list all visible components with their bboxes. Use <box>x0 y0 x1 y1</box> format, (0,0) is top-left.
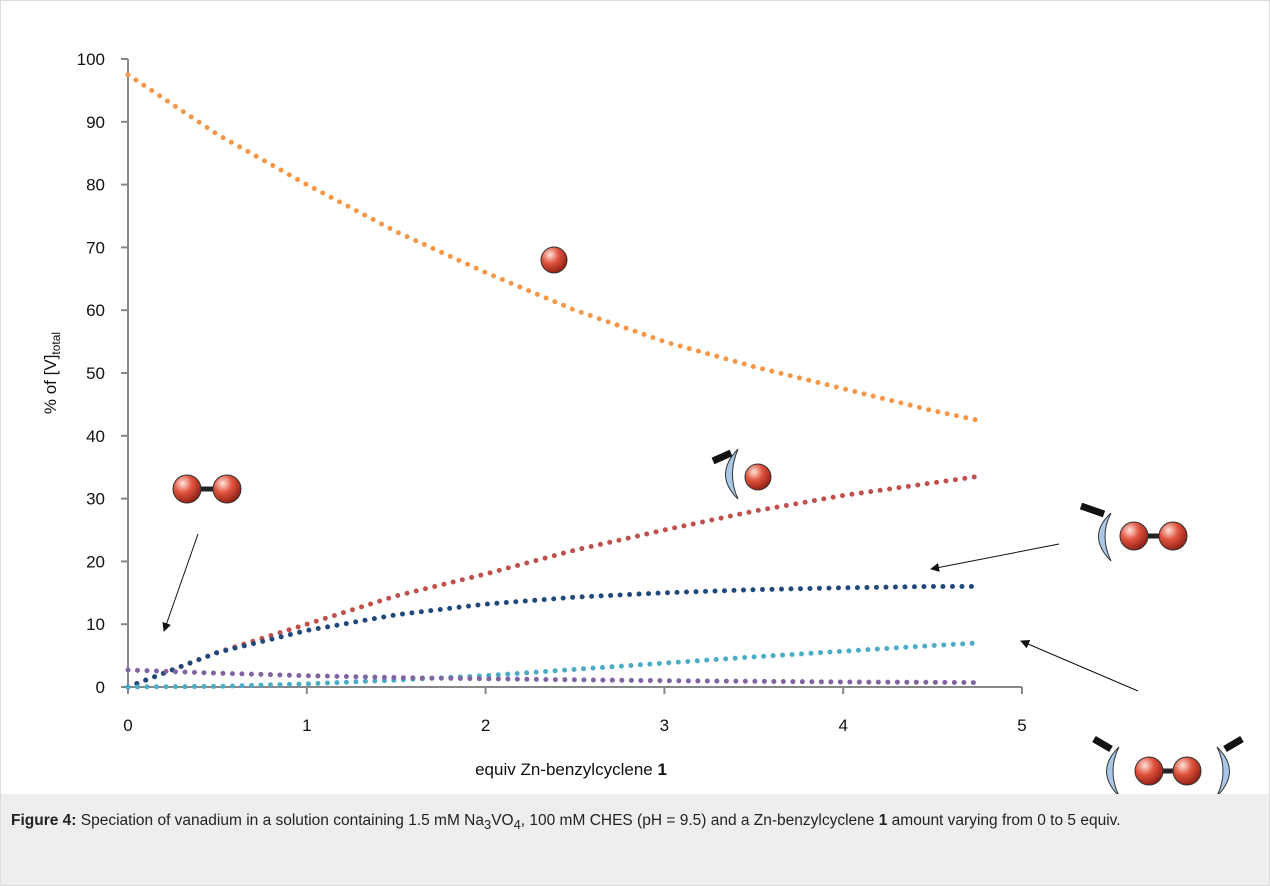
y-axis-label: % of [V]total <box>41 332 63 414</box>
y-label-sub: total <box>49 332 63 355</box>
caption-label: Figure 4: <box>11 812 76 829</box>
caption-text: amount varying from 0 to 5 equiv. <box>887 812 1120 829</box>
series-line <box>128 477 977 687</box>
caption: Figure 4: Speciation of vanadium in a so… <box>1 794 1269 886</box>
x-tick-label: 3 <box>660 716 669 735</box>
y-tick-label: 30 <box>86 490 105 509</box>
arrow <box>164 534 198 631</box>
x-tick-label: 2 <box>481 716 490 735</box>
arrow <box>1021 641 1138 691</box>
arrow <box>931 544 1059 569</box>
caption-text: VO <box>491 812 513 829</box>
y-tick-label: 70 <box>86 238 105 257</box>
x-label-text: equiv Zn-benzylcyclene <box>475 760 657 779</box>
x-axis-label: equiv Zn-benzylcyclene 1 <box>475 760 667 779</box>
y-tick-label: 100 <box>77 50 105 69</box>
y-tick-label: 40 <box>86 427 105 446</box>
caption-text: , 100 mM CHES (pH = 9.5) and a Zn-benzyl… <box>521 812 879 829</box>
dimer-icon <box>173 475 241 503</box>
y-label-text: % of [V] <box>41 355 60 415</box>
y-tick-label: 90 <box>86 113 105 132</box>
y-tick-label: 0 <box>96 678 105 697</box>
chart: equiv Zn-benzylcyclene 1 % of [V]total <box>1 1 1269 794</box>
monomer-icon <box>541 247 567 273</box>
double-host-dimer-icon <box>1094 739 1242 794</box>
caption-sub: 4 <box>514 817 521 832</box>
y-tick-label: 20 <box>86 552 105 571</box>
x-tick-label: 4 <box>838 716 847 735</box>
series-line <box>128 587 977 688</box>
x-tick-label: 1 <box>302 716 311 735</box>
host-dimer-icon <box>1081 506 1187 561</box>
x-tick-label: 0 <box>123 716 132 735</box>
series-line <box>128 670 977 683</box>
y-tick-label: 50 <box>86 364 105 383</box>
figure: equiv Zn-benzylcyclene 1 % of [V]total <box>0 0 1270 886</box>
x-tick-label: 5 <box>1017 716 1026 735</box>
y-tick-label: 60 <box>86 301 105 320</box>
y-tick-label: 80 <box>86 176 105 195</box>
x-label-bold: 1 <box>657 760 666 779</box>
caption-text: Speciation of vanadium in a solution con… <box>76 812 484 829</box>
y-tick-label: 10 <box>86 615 105 634</box>
host-monomer-icon <box>713 449 771 499</box>
